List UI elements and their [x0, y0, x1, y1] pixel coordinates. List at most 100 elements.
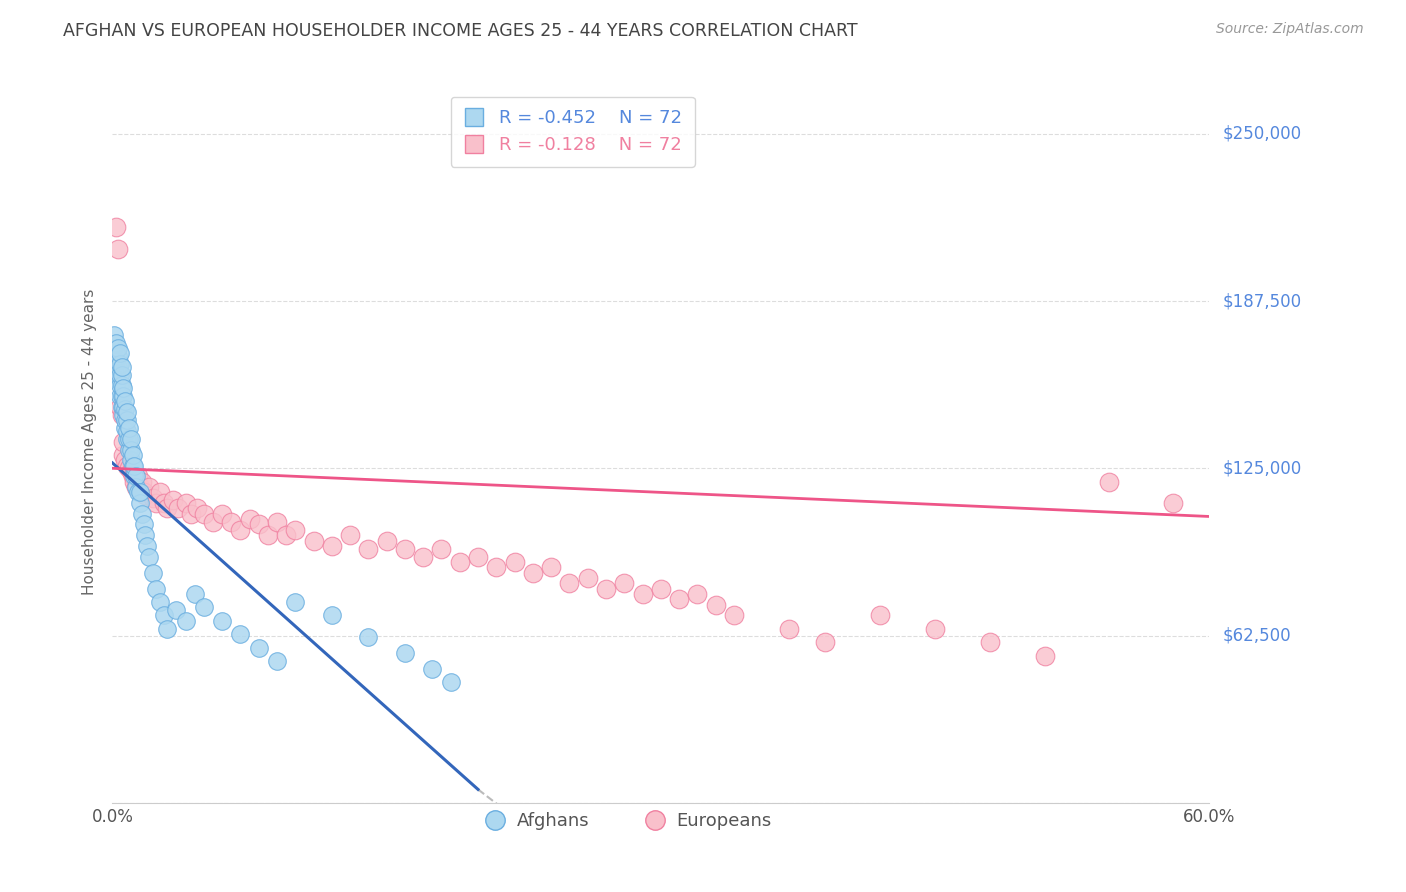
- Point: [131, 507, 153, 521]
- Point: [558, 576, 581, 591]
- Point: [152, 496, 174, 510]
- Point: [118, 461, 141, 475]
- Point: [115, 458, 138, 473]
- Point: [229, 627, 252, 641]
- Point: [142, 491, 165, 505]
- Point: [111, 378, 132, 392]
- Point: [167, 501, 190, 516]
- Text: AFGHAN VS EUROPEAN HOUSEHOLDER INCOME AGES 25 - 44 YEARS CORRELATION CHART: AFGHAN VS EUROPEAN HOUSEHOLDER INCOME AG…: [63, 22, 858, 40]
- Point: [723, 608, 745, 623]
- Legend: Afghans, Europeans: Afghans, Europeans: [477, 805, 779, 837]
- Point: [112, 434, 135, 449]
- Point: [186, 501, 208, 516]
- Point: [467, 549, 489, 564]
- Point: [485, 560, 508, 574]
- Point: [108, 389, 131, 403]
- Point: [778, 622, 800, 636]
- Point: [440, 675, 463, 690]
- Point: [124, 475, 146, 489]
- Point: [125, 480, 148, 494]
- Point: [156, 501, 179, 516]
- Point: [129, 485, 152, 500]
- Point: [145, 496, 167, 510]
- Point: [142, 566, 165, 580]
- Point: [111, 359, 132, 374]
- Point: [276, 528, 298, 542]
- Point: [138, 549, 160, 564]
- Point: [107, 359, 129, 374]
- Point: [129, 480, 152, 494]
- Point: [127, 485, 149, 500]
- Point: [112, 408, 135, 422]
- Point: [202, 515, 225, 529]
- Point: [120, 432, 142, 446]
- Point: [121, 448, 143, 462]
- Point: [149, 595, 172, 609]
- Point: [814, 635, 837, 649]
- Point: [193, 507, 215, 521]
- Point: [1161, 496, 1184, 510]
- Point: [339, 528, 361, 542]
- Point: [576, 571, 599, 585]
- Point: [522, 566, 544, 580]
- Point: [266, 654, 288, 668]
- Point: [114, 394, 136, 409]
- Point: [221, 515, 243, 529]
- Point: [103, 327, 125, 342]
- Point: [247, 640, 270, 655]
- Point: [115, 413, 138, 427]
- Point: [103, 354, 125, 368]
- Point: [211, 614, 233, 628]
- Point: [111, 400, 132, 414]
- Point: [162, 493, 184, 508]
- Point: [394, 646, 416, 660]
- Point: [125, 480, 148, 494]
- Point: [114, 421, 136, 435]
- Y-axis label: Householder Income Ages 25 - 44 years: Householder Income Ages 25 - 44 years: [82, 288, 97, 595]
- Point: [114, 413, 136, 427]
- Point: [229, 523, 252, 537]
- Point: [120, 464, 142, 478]
- Point: [120, 453, 142, 467]
- Point: [105, 354, 128, 368]
- Point: [239, 512, 262, 526]
- Point: [595, 582, 617, 596]
- Point: [321, 539, 343, 553]
- Point: [134, 528, 156, 542]
- Point: [115, 405, 138, 419]
- Point: [107, 349, 129, 363]
- Point: [107, 341, 129, 355]
- Text: $250,000: $250,000: [1223, 125, 1302, 143]
- Point: [134, 488, 156, 502]
- Point: [127, 469, 149, 483]
- Point: [211, 507, 233, 521]
- Point: [105, 220, 128, 235]
- Point: [103, 341, 125, 355]
- Point: [118, 442, 141, 457]
- Point: [115, 432, 138, 446]
- Point: [174, 496, 197, 510]
- Point: [112, 448, 135, 462]
- Point: [449, 555, 471, 569]
- Point: [108, 357, 131, 371]
- Point: [136, 539, 159, 553]
- Point: [357, 630, 380, 644]
- Point: [183, 587, 207, 601]
- Point: [149, 485, 172, 500]
- Point: [394, 541, 416, 556]
- Point: [631, 587, 654, 601]
- Point: [357, 541, 380, 556]
- Point: [121, 469, 143, 483]
- Point: [129, 496, 152, 510]
- Point: [193, 600, 215, 615]
- Point: [107, 242, 129, 256]
- Text: Source: ZipAtlas.com: Source: ZipAtlas.com: [1216, 22, 1364, 37]
- Point: [124, 458, 146, 473]
- Point: [111, 408, 132, 422]
- Point: [247, 517, 270, 532]
- Point: [375, 533, 398, 548]
- Point: [105, 346, 128, 360]
- Point: [121, 458, 143, 473]
- Point: [704, 598, 727, 612]
- Point: [174, 614, 197, 628]
